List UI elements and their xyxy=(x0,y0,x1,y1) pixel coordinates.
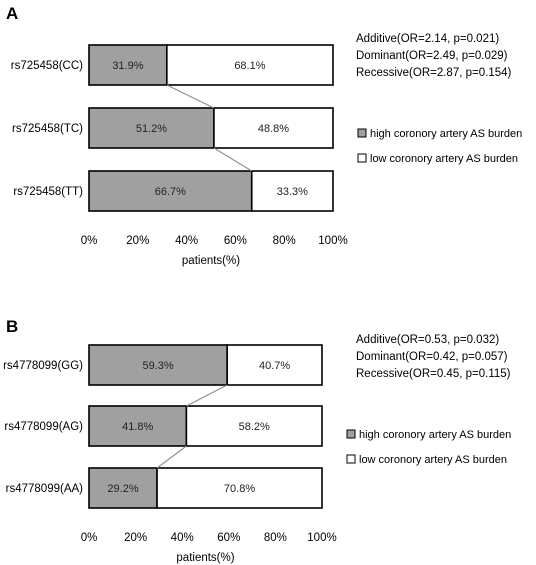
data-label-low: 48.8% xyxy=(258,123,289,135)
legend: high coronory artery AS burden low corono… xyxy=(346,429,511,466)
data-label-low: 58.2% xyxy=(239,421,270,433)
bar-low xyxy=(213,107,334,149)
panel-a: A 31.9% 68.1% rs725458(CC) 51.2% 48.8% rs72545… xyxy=(6,4,522,267)
x-tick-label: 20% xyxy=(124,532,147,544)
data-label-low: 70.8% xyxy=(224,483,255,495)
x-tick-label: 100% xyxy=(318,235,347,247)
legend-label: low coronory artery AS burden xyxy=(359,454,507,466)
bar-low xyxy=(226,344,323,386)
data-label-high: 59.3% xyxy=(142,360,173,372)
stat-annotation: Recessive(OR=0.45, p=0.115) xyxy=(356,368,511,380)
category-label: rs4778099(AG) xyxy=(4,421,83,433)
category-label: rs725458(TC) xyxy=(12,123,83,135)
legend-swatch xyxy=(357,153,367,163)
connector-line xyxy=(156,445,187,469)
bar-low xyxy=(250,170,334,212)
stat-annotation: Additive(OR=2.14, p=0.021) xyxy=(356,33,499,45)
category-label: rs725458(CC) xyxy=(11,60,83,72)
bar-low xyxy=(166,44,334,86)
bar-low xyxy=(185,405,323,447)
stat-annotation: Dominant(OR=0.42, p=0.057) xyxy=(356,351,508,363)
data-label-low: 33.3% xyxy=(277,186,308,198)
panel-b: B 59.3% 40.7% rs4778099(GG) 41.8% 58.2% rs4778… xyxy=(3,317,511,564)
data-label-high: 51.2% xyxy=(136,123,167,135)
stat-annotation: Recessive(OR=2.87, p=0.154) xyxy=(356,67,512,79)
data-label-low: 40.7% xyxy=(259,360,290,372)
data-label-low: 68.1% xyxy=(234,60,265,72)
stat-annotation: Dominant(OR=2.49, p=0.029) xyxy=(356,50,508,62)
x-tick-label: 80% xyxy=(273,235,296,247)
category-label: rs725458(TT) xyxy=(13,186,83,198)
x-axis-label: patients(%) xyxy=(176,552,234,564)
legend-label: low coronory artery AS burden xyxy=(370,153,518,165)
data-label-high: 66.7% xyxy=(155,186,186,198)
data-label-high: 41.8% xyxy=(122,421,153,433)
bar-high xyxy=(88,170,253,212)
legend-swatch xyxy=(357,128,367,138)
bar-high xyxy=(88,107,215,149)
bar-high xyxy=(88,405,188,447)
connector-line xyxy=(186,384,228,407)
x-tick-label: 0% xyxy=(81,532,98,544)
connector-line xyxy=(166,84,215,109)
legend-swatch xyxy=(346,454,356,464)
category-label: rs4778099(GG) xyxy=(3,360,83,372)
x-axis-label: patients(%) xyxy=(182,255,240,267)
x-tick-label: 40% xyxy=(175,235,198,247)
category-label: rs4778099(AA) xyxy=(6,483,84,495)
x-tick-label: 60% xyxy=(217,532,240,544)
x-tick-label: 80% xyxy=(264,532,287,544)
legend-label: high coronory artery AS burden xyxy=(359,429,511,441)
x-tick-label: 60% xyxy=(224,235,247,247)
bar-low xyxy=(156,467,323,509)
bar-high xyxy=(88,344,228,386)
x-tick-label: 0% xyxy=(81,235,98,247)
panel-letter: B xyxy=(6,317,18,336)
x-tick-label: 100% xyxy=(307,532,336,544)
bar-high xyxy=(88,44,168,86)
panel-letter: A xyxy=(6,4,18,23)
legend-label: high coronory artery AS burden xyxy=(370,128,522,140)
legend-swatch xyxy=(346,429,356,439)
connector-line xyxy=(213,147,253,172)
x-tick-label: 40% xyxy=(171,532,194,544)
data-label-high: 31.9% xyxy=(112,60,143,72)
data-label-high: 29.2% xyxy=(107,483,138,495)
legend: high coronory artery AS burden low corono… xyxy=(357,128,522,165)
stat-annotation: Additive(OR=0.53, p=0.032) xyxy=(356,334,499,346)
x-tick-label: 20% xyxy=(126,235,149,247)
